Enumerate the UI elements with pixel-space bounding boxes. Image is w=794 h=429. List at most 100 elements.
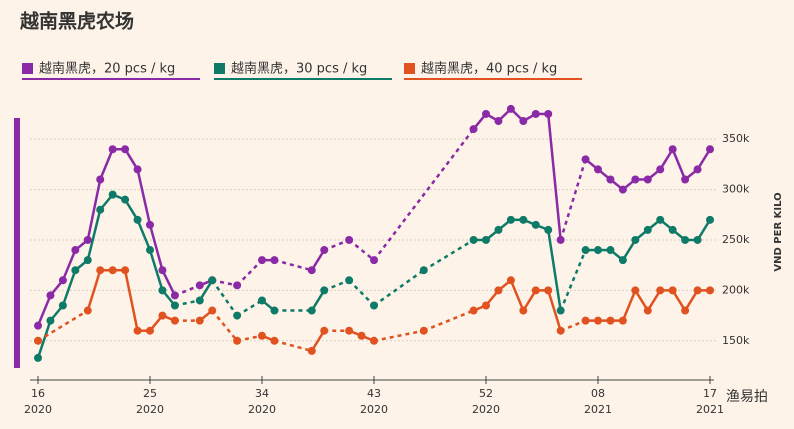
series-segment [86, 179, 102, 241]
data-point [258, 296, 266, 305]
series-segment [509, 279, 525, 312]
data-point [96, 205, 105, 214]
data-point [96, 175, 105, 184]
x-tick-label: 25 [143, 387, 157, 400]
data-point [121, 195, 130, 204]
data-point [108, 190, 117, 199]
data-point [519, 306, 528, 315]
data-point [482, 235, 490, 244]
y-tick-label: 300k [722, 183, 750, 196]
data-point [706, 145, 714, 154]
data-point [469, 235, 478, 244]
data-point [146, 246, 154, 255]
data-point [556, 326, 565, 335]
data-point [656, 215, 665, 224]
data-point [606, 246, 615, 255]
data-point [581, 316, 590, 325]
data-point [320, 246, 329, 255]
legend-label: 越南黑虎，30 pcs / kg [231, 61, 367, 77]
data-point [133, 326, 142, 335]
data-point [494, 117, 503, 126]
x-tick-label: 16 [31, 387, 45, 400]
y-tick-label: 250k [722, 233, 750, 246]
data-point [519, 215, 528, 224]
data-point [519, 117, 528, 126]
series-segment [546, 229, 562, 311]
series-segment [274, 258, 313, 272]
data-point [643, 175, 652, 184]
data-point [581, 155, 590, 164]
data-point [606, 175, 615, 184]
series-segment [546, 113, 562, 241]
series-segment [36, 320, 52, 359]
data-point [643, 306, 652, 315]
data-point [195, 296, 204, 305]
data-point [307, 266, 316, 275]
data-point [270, 336, 279, 345]
data-point [370, 256, 378, 265]
series-segment [559, 249, 587, 312]
data-point [482, 109, 490, 118]
data-point [233, 281, 242, 290]
data-point [681, 306, 690, 315]
data-point [58, 301, 67, 310]
data-point [506, 276, 515, 285]
x-tick-label: 43 [367, 387, 381, 400]
data-point [357, 331, 366, 340]
legend-swatch [404, 63, 415, 74]
data-point [146, 220, 154, 229]
x-tick-label: 08 [591, 387, 605, 400]
x-tick-year: 2020 [136, 403, 164, 416]
data-point [345, 235, 354, 244]
data-point [531, 286, 540, 295]
data-point [594, 316, 602, 325]
series-segment [86, 269, 102, 311]
series-segment [136, 169, 152, 226]
series-segment [236, 299, 263, 317]
data-point [544, 286, 553, 295]
data-point [345, 326, 354, 335]
data-point [706, 215, 714, 224]
data-point [618, 185, 627, 194]
data-point [233, 336, 242, 345]
data-point [83, 235, 92, 244]
data-point [506, 104, 515, 113]
data-point [693, 286, 702, 295]
data-point [170, 316, 179, 325]
series-segment [148, 249, 164, 291]
data-point [370, 301, 378, 310]
data-point [170, 291, 179, 300]
data-point [531, 220, 540, 229]
series-segment [148, 224, 164, 271]
y-axis-label: VND PER KILO [773, 192, 784, 271]
series-segment [99, 148, 114, 180]
series-segment [274, 339, 313, 353]
data-point [195, 316, 204, 325]
watermark: 渔易拍 [726, 389, 768, 405]
data-point [133, 165, 142, 174]
data-point [594, 246, 602, 255]
series-segment [373, 269, 425, 307]
data-point [108, 266, 117, 275]
data-point [46, 316, 55, 325]
data-point [170, 301, 179, 310]
data-point [108, 145, 117, 154]
data-point [233, 311, 242, 320]
data-point [668, 225, 677, 234]
data-point [668, 286, 677, 295]
accent-bar [14, 118, 20, 368]
data-point [34, 321, 42, 330]
data-point [83, 306, 92, 315]
chart-title: 越南黑虎农场 [19, 10, 134, 33]
series-segment [423, 238, 475, 272]
data-point [606, 316, 615, 325]
data-point [96, 266, 105, 275]
series-segment [348, 279, 375, 307]
series-segment [373, 329, 425, 343]
data-point [270, 256, 279, 265]
data-point [158, 286, 167, 295]
x-tick-year: 2020 [472, 403, 500, 416]
data-point [258, 256, 266, 265]
data-point [506, 215, 515, 224]
